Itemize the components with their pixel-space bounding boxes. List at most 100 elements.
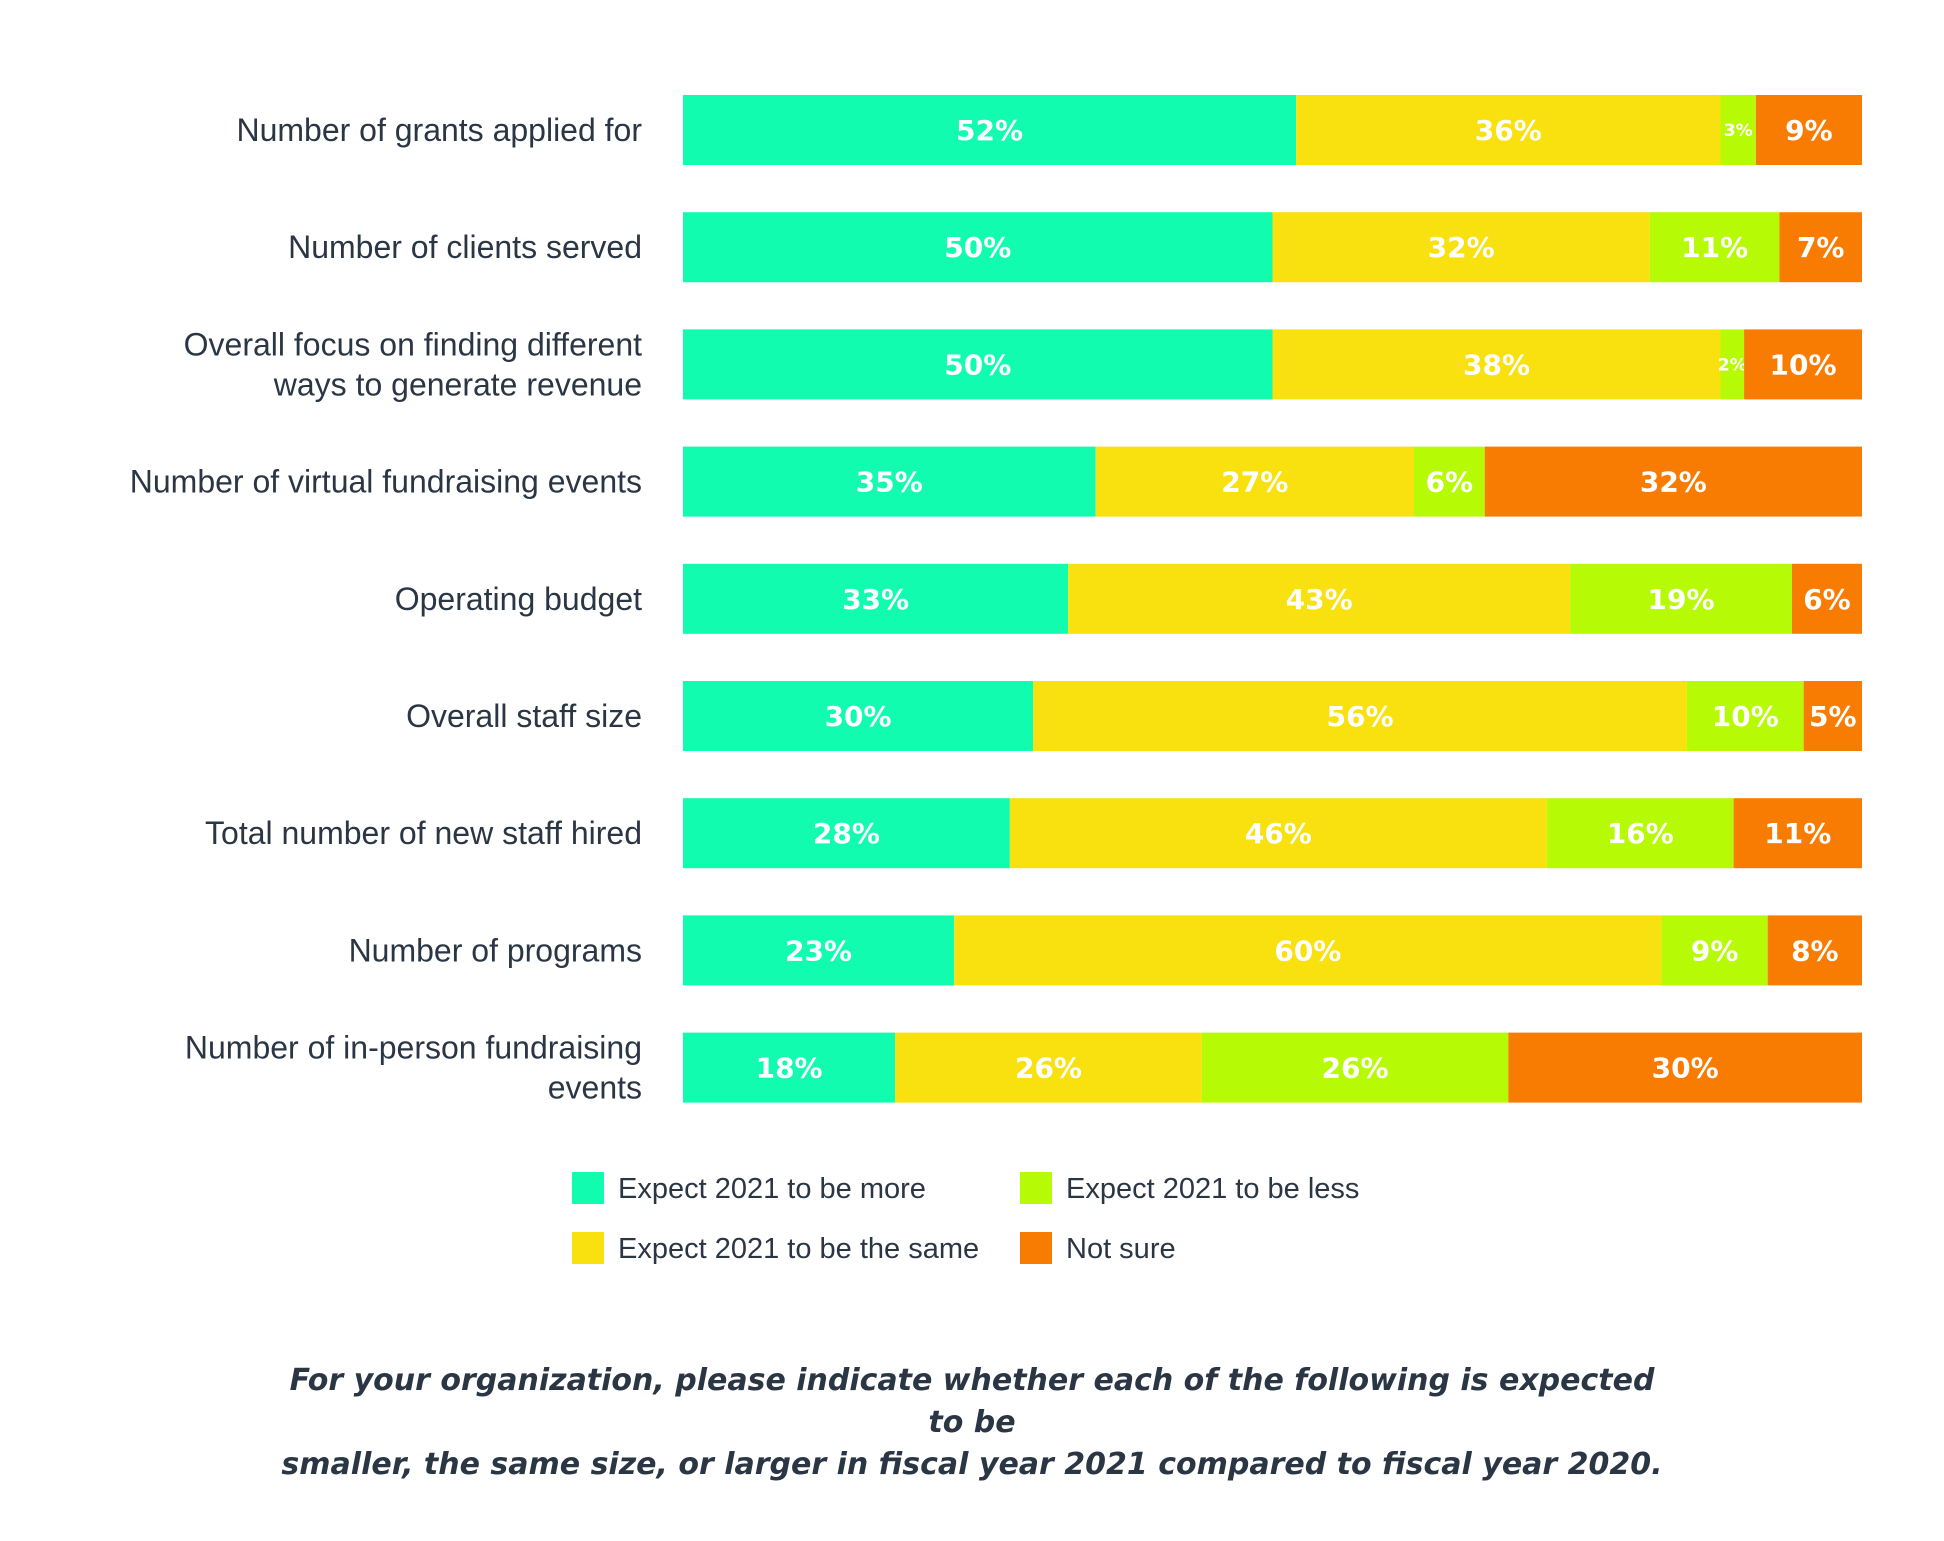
bar-row: 30% 56% 10% 5% xyxy=(683,681,1862,751)
category-labels: Number of grants applied for Number of cl… xyxy=(130,112,643,1106)
bar-segment xyxy=(1720,95,1756,165)
legend-label: Expect 2021 to be more xyxy=(618,1173,926,1205)
bar-segment xyxy=(1272,329,1721,400)
data-label: 32% xyxy=(1428,231,1495,264)
data-label: 23% xyxy=(785,934,852,967)
data-label: 50% xyxy=(944,231,1011,264)
legend-item: Expect 2021 to be more xyxy=(572,1172,926,1205)
data-label: 16% xyxy=(1607,817,1674,850)
category-label: Number of programs xyxy=(349,932,642,968)
bar-segment xyxy=(1068,563,1571,634)
legend-swatch xyxy=(572,1232,604,1264)
category-label: Overall focus on finding different ways t… xyxy=(184,326,642,402)
data-label: 30% xyxy=(825,700,892,733)
bar-segment xyxy=(1744,329,1862,400)
bar-segment xyxy=(1570,563,1792,634)
bar-segment xyxy=(683,915,955,986)
legend-swatch xyxy=(1020,1232,1052,1264)
bar-row: 18% 26% 26% 30% xyxy=(683,1032,1862,1103)
legend-item: Not sure xyxy=(1020,1232,1176,1265)
data-label: 3% xyxy=(1724,121,1753,141)
bar-segment xyxy=(1649,212,1780,283)
bar-segment xyxy=(1779,212,1862,283)
bar-row: 33% 43% 19% 6% xyxy=(683,563,1862,634)
bar-segment xyxy=(683,1032,896,1103)
data-label: 11% xyxy=(1764,817,1831,850)
data-label: 6% xyxy=(1803,583,1851,616)
data-label: 30% xyxy=(1652,1052,1719,1085)
bar-segment xyxy=(683,95,1297,165)
caption-line-1: For your organization, please indicate w… xyxy=(289,1363,1655,1440)
bar-segment xyxy=(1803,681,1862,751)
legend-item: Expect 2021 to be the same xyxy=(572,1232,979,1265)
category-label: Overall staff size xyxy=(406,698,642,734)
bar-segment xyxy=(1272,212,1650,283)
data-label: 9% xyxy=(1785,114,1833,147)
data-label: 7% xyxy=(1797,231,1845,264)
data-label: 19% xyxy=(1648,583,1715,616)
bar-segment xyxy=(1484,446,1862,517)
data-label: 11% xyxy=(1681,231,1748,264)
bars: 52% 36% 3% 9% 50% 32% 11% 7% 50% 38% 2% 10% 35% 27% 6%… xyxy=(683,95,1862,1103)
bar-segment xyxy=(683,798,1010,869)
data-label: 26% xyxy=(1322,1052,1389,1085)
data-label: 18% xyxy=(756,1052,823,1085)
category-label: Number of clients served xyxy=(288,229,642,265)
data-label: 2% xyxy=(1718,355,1747,375)
bar-segment xyxy=(1009,798,1547,869)
data-label: 26% xyxy=(1015,1052,1082,1085)
data-label: 8% xyxy=(1791,934,1839,967)
chart-caption: For your organization, please indicate w… xyxy=(272,1360,1672,1486)
bar-segment xyxy=(683,446,1096,517)
bar-segment xyxy=(1413,446,1485,517)
bar-row: 35% 27% 6% 32% xyxy=(683,446,1862,517)
data-label: 27% xyxy=(1221,466,1288,499)
data-label: 6% xyxy=(1426,466,1474,499)
bar-segment xyxy=(1095,446,1414,517)
data-label: 52% xyxy=(956,114,1023,147)
data-label: 9% xyxy=(1691,934,1739,967)
category-label: Number of grants applied for xyxy=(236,112,642,148)
data-label: 35% xyxy=(856,466,923,499)
data-label: 36% xyxy=(1475,114,1542,147)
category-label: Number of virtual fundraising events xyxy=(130,464,642,500)
bar-row: 23% 60% 9% 8% xyxy=(683,915,1862,986)
data-label: 50% xyxy=(944,348,1011,381)
bar-segment xyxy=(954,915,1662,986)
data-label: 5% xyxy=(1809,700,1857,733)
bar-segment xyxy=(1033,681,1687,751)
bar-segment xyxy=(1686,681,1804,751)
data-label: 10% xyxy=(1770,348,1837,381)
bar-segment xyxy=(1296,95,1721,165)
data-label: 38% xyxy=(1463,348,1530,381)
legend-swatch xyxy=(1020,1172,1052,1204)
bar-segment xyxy=(683,329,1273,400)
bar-row: 50% 38% 2% 10% xyxy=(683,329,1862,400)
bar-segment xyxy=(1201,1032,1509,1103)
data-label: 56% xyxy=(1327,700,1394,733)
data-label: 10% xyxy=(1712,700,1779,733)
bar-segment xyxy=(1546,798,1734,869)
bar-segment xyxy=(1720,329,1745,400)
bar-row: 28% 46% 16% 11% xyxy=(683,798,1862,869)
bar-segment xyxy=(683,563,1069,634)
caption-line-2: smaller, the same size, or larger in fis… xyxy=(281,1447,1663,1482)
bar-segment xyxy=(1733,798,1862,869)
legend-swatch xyxy=(572,1172,604,1204)
bar-segment xyxy=(1767,915,1862,986)
bar-segment xyxy=(1661,915,1768,986)
bar-segment xyxy=(1791,563,1862,634)
data-label: 46% xyxy=(1245,817,1312,850)
bar-segment xyxy=(895,1032,1202,1103)
legend-label: Expect 2021 to be less xyxy=(1066,1173,1359,1205)
legend-label: Expect 2021 to be the same xyxy=(618,1233,979,1265)
bar-segment xyxy=(683,212,1273,283)
bar-segment xyxy=(683,681,1034,751)
legend-item: Expect 2021 to be less xyxy=(1020,1172,1359,1205)
legend: Expect 2021 to be more Expect 2021 to be … xyxy=(572,1172,1359,1265)
category-label: Operating budget xyxy=(395,581,642,617)
data-label: 32% xyxy=(1640,466,1707,499)
category-label: Number of in-person fundraising events xyxy=(185,1030,642,1106)
data-label: 43% xyxy=(1286,583,1353,616)
